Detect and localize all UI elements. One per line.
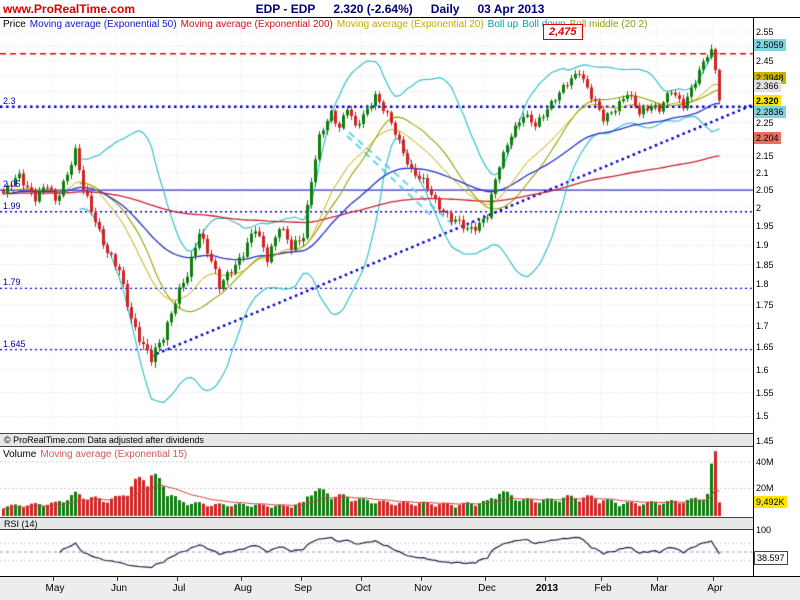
price-legend-item-0[interactable]: Price [3, 19, 26, 30]
price-legend-item-2[interactable]: Moving average (Exponential 200) [180, 19, 333, 30]
volume-legend-item-0[interactable]: Volume [3, 449, 37, 460]
price-legend-item-3[interactable]: Moving average (Exponential 20) [336, 19, 484, 30]
price-alert-label[interactable]: 2,475 [543, 24, 583, 40]
price-legend-item-4[interactable]: Boll up [487, 19, 519, 30]
price-legend-item-6[interactable]: Boll middle (20 2) [569, 19, 648, 30]
volume-legend: Volume Moving average (Exponential 15) [3, 449, 191, 460]
price-legend-item-1[interactable]: Moving average (Exponential 50) [29, 19, 177, 30]
volume-legend-item-1[interactable]: Moving average (Exponential 15) [40, 449, 188, 460]
